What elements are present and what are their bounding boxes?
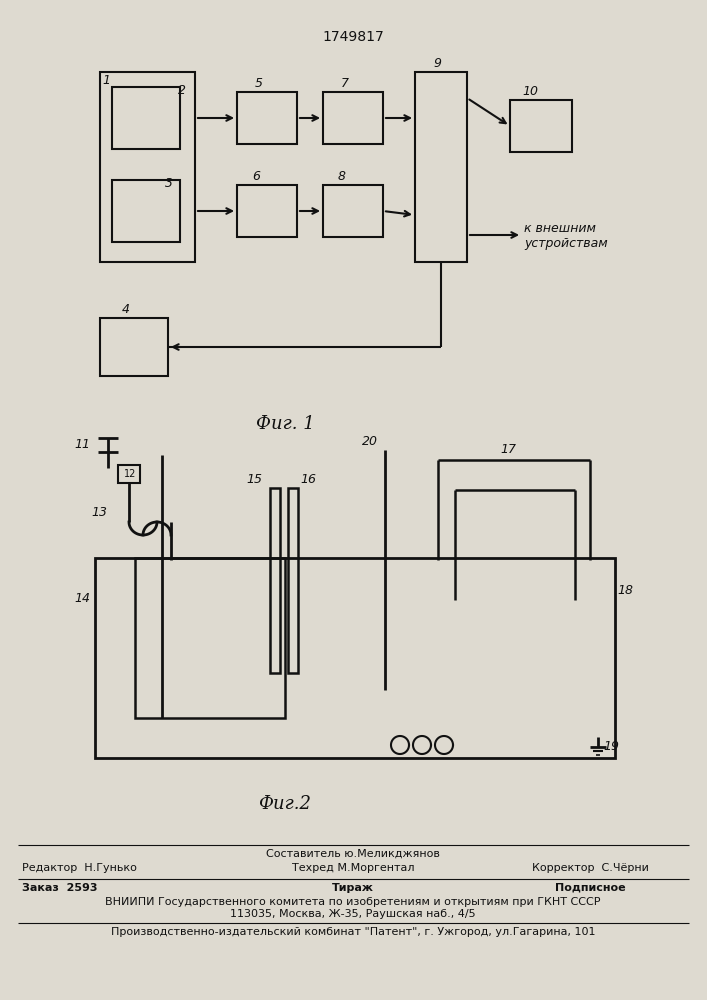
Text: 15: 15 bbox=[246, 473, 262, 486]
Text: 1: 1 bbox=[102, 74, 110, 87]
Text: 13: 13 bbox=[91, 506, 107, 518]
Text: Подписное: Подписное bbox=[555, 883, 625, 893]
Text: 3: 3 bbox=[165, 177, 173, 190]
Bar bbox=[118, 465, 140, 483]
Text: Тираж: Тираж bbox=[332, 883, 374, 893]
Bar bbox=[288, 488, 298, 673]
Bar bbox=[112, 87, 180, 149]
Text: Техред М.Моргентал: Техред М.Моргентал bbox=[292, 863, 414, 873]
Text: 17: 17 bbox=[500, 443, 516, 456]
Bar bbox=[237, 185, 297, 237]
Text: 10: 10 bbox=[522, 85, 538, 98]
Text: 2: 2 bbox=[178, 84, 186, 97]
Text: Фиг.2: Фиг.2 bbox=[259, 795, 312, 813]
Text: 5: 5 bbox=[255, 77, 263, 90]
Text: Составитель ю.Меликджянов: Составитель ю.Меликджянов bbox=[266, 849, 440, 859]
Text: 14: 14 bbox=[74, 591, 90, 604]
Text: Фиг. 1: Фиг. 1 bbox=[256, 415, 315, 433]
Text: 12: 12 bbox=[124, 469, 136, 479]
Text: к внешним: к внешним bbox=[524, 222, 596, 235]
Text: Заказ  2593: Заказ 2593 bbox=[22, 883, 98, 893]
Bar bbox=[323, 185, 383, 237]
Text: 11: 11 bbox=[74, 438, 90, 450]
Text: 113035, Москва, Ж-35, Раушская наб., 4/5: 113035, Москва, Ж-35, Раушская наб., 4/5 bbox=[230, 909, 476, 919]
Text: 20: 20 bbox=[362, 435, 378, 448]
Bar bbox=[237, 92, 297, 144]
Bar bbox=[270, 488, 280, 673]
Bar bbox=[323, 92, 383, 144]
Text: Корректор  С.Чёрни: Корректор С.Чёрни bbox=[532, 863, 648, 873]
Text: 4: 4 bbox=[122, 303, 130, 316]
Bar bbox=[112, 180, 180, 242]
Bar bbox=[95, 558, 615, 758]
Text: 18: 18 bbox=[617, 584, 633, 596]
Text: 16: 16 bbox=[300, 473, 316, 486]
Bar bbox=[510, 100, 572, 152]
Text: 9: 9 bbox=[433, 57, 441, 70]
Text: 19: 19 bbox=[603, 740, 619, 754]
Text: ВНИИПИ Государственного комитета по изобретениям и открытиям при ГКНТ СССР: ВНИИПИ Государственного комитета по изоб… bbox=[105, 897, 601, 907]
Bar bbox=[415, 72, 467, 262]
Text: 1749817: 1749817 bbox=[322, 30, 384, 44]
Bar bbox=[135, 558, 285, 718]
Text: 6: 6 bbox=[252, 170, 260, 183]
Bar bbox=[100, 72, 195, 262]
Text: 8: 8 bbox=[338, 170, 346, 183]
Bar bbox=[100, 318, 168, 376]
Text: Редактор  Н.Гунько: Редактор Н.Гунько bbox=[22, 863, 137, 873]
Text: устройствам: устройствам bbox=[524, 237, 607, 250]
Text: Производственно-издательский комбинат "Патент", г. Ужгород, ул.Гагарина, 101: Производственно-издательский комбинат "П… bbox=[111, 927, 595, 937]
Text: 7: 7 bbox=[341, 77, 349, 90]
